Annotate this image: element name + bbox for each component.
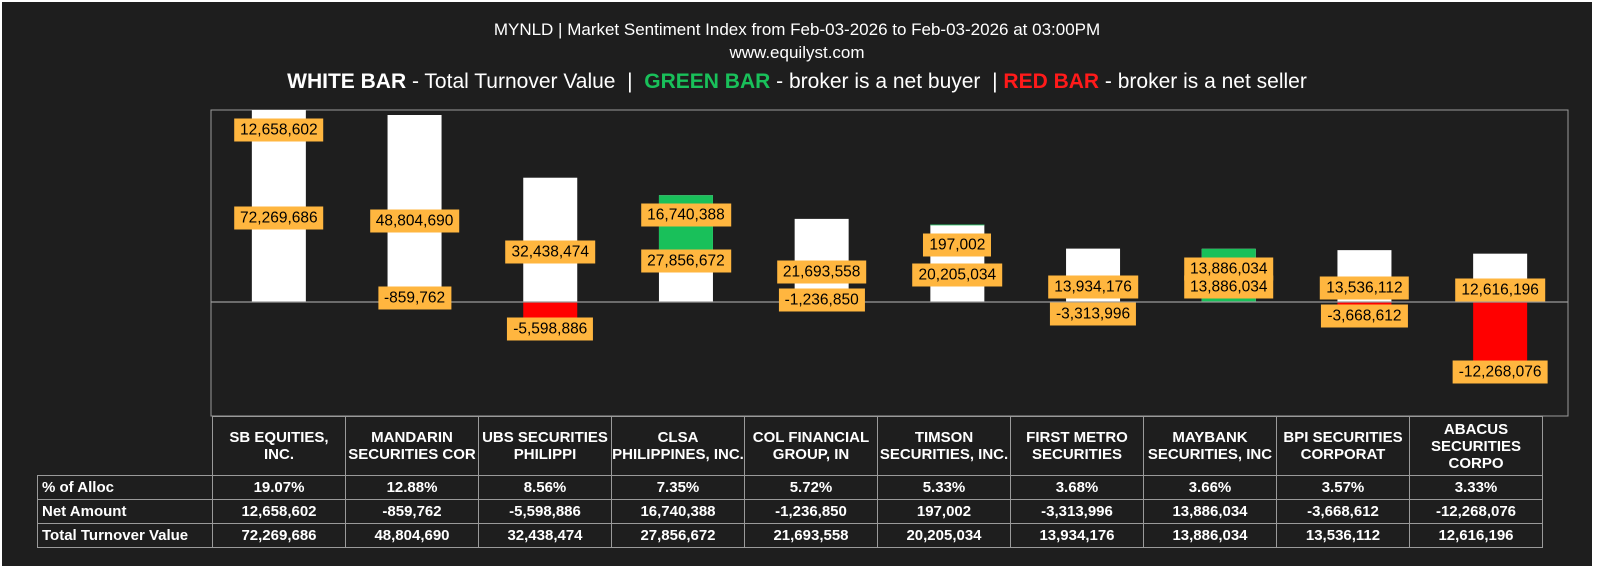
table-cell: 48,804,690 (345, 523, 479, 548)
turnover-value-label: 12,616,196 (1455, 278, 1545, 302)
table-cell: 16,740,388 (611, 499, 745, 524)
net-amount-label: 12,658,602 (234, 118, 324, 142)
turnover-value-label: 13,934,176 (1048, 275, 1138, 299)
table-cell: 5.72% (744, 475, 878, 500)
net-amount-label: -859,762 (377, 286, 452, 310)
turnover-bar (523, 177, 578, 302)
table-cell: -859,762 (345, 499, 479, 524)
net-amount-label: -12,268,076 (1452, 360, 1548, 384)
table-cell: -5,598,886 (478, 499, 612, 524)
legend-green-key: GREEN BAR (644, 70, 771, 93)
table-cell: -3,668,612 (1276, 499, 1410, 524)
broker-name-header: COL FINANCIAL GROUP, IN (744, 416, 878, 476)
table-cell: 13,886,034 (1143, 523, 1277, 548)
net-buyer-bar (252, 25, 306, 74)
broker-name-header: UBS SECURITIES PHILIPPI (478, 416, 612, 476)
broker-name-header: ABACUS SECURITIES CORPO (1409, 416, 1543, 476)
table-cell: 3.57% (1276, 475, 1410, 500)
legend-white-text: - Total Turnover Value (411, 70, 616, 93)
net-amount-label: -3,313,996 (1049, 302, 1137, 326)
net-amount-label: 197,002 (923, 233, 992, 257)
net-amount-label: 13,886,034 (1183, 257, 1274, 281)
row-label: Total Turnover Value (37, 523, 213, 548)
table-cell: 12,616,196 (1409, 523, 1543, 548)
table-corner (37, 416, 213, 476)
legend-separator-1: | (627, 70, 633, 93)
table-cell: 5.33% (877, 475, 1011, 500)
table-cell: 72,269,686 (212, 523, 346, 548)
net-buyer-bar (930, 224, 985, 226)
turnover-value-label: 21,693,558 (776, 260, 867, 284)
turnover-value-label: 48,804,690 (369, 209, 460, 232)
broker-name-header: MAYBANK SECURITIES, INC (1143, 416, 1277, 476)
turnover-value-label: 13,886,034 (1183, 275, 1274, 299)
table-cell: 3.33% (1409, 475, 1543, 500)
turnover-value-label: 27,856,672 (641, 249, 731, 273)
table-cell: 7.35% (611, 475, 745, 500)
chart-title: MYNLD | Market Sentiment Index from Feb-… (493, 20, 1101, 39)
table-cell: 32,438,474 (478, 523, 612, 548)
broker-name-header: BPI SECURITIES CORPORAT (1276, 416, 1410, 476)
net-amount-label: -3,668,612 (1321, 304, 1408, 328)
legend-white-key: WHITE BAR (287, 70, 407, 93)
turnover-value-label: 20,205,034 (912, 263, 1003, 287)
legend-red-text: - broker is a net seller (1104, 70, 1307, 93)
table-cell: -12,268,076 (1409, 499, 1543, 524)
broker-name-header: MANDARIN SECURITIES COR (345, 416, 479, 476)
table-cell: 8.56% (478, 475, 612, 500)
legend-red-key: RED BAR (1003, 70, 1100, 93)
turnover-value-label: 72,269,686 (234, 206, 324, 230)
turnover-value-label: 13,536,112 (1320, 276, 1409, 300)
table-cell: 21,693,558 (744, 523, 878, 548)
table-cell: 3.68% (1010, 475, 1144, 500)
broker-name-header: FIRST METRO SECURITIES (1010, 416, 1144, 476)
table-cell: 27,856,672 (611, 523, 745, 548)
turnover-bar (387, 115, 442, 302)
broker-name-header: CLSA PHILIPPINES, INC. (611, 416, 745, 476)
table-cell: -1,236,850 (744, 499, 878, 524)
table-row: Net Amount 12,658,602 -859,762 -5,598,886 16… (37, 499, 1543, 524)
table-cell: 13,536,112 (1276, 523, 1410, 548)
table-body: % of Alloc 19.07% 12.88% 8.56% 7.35% 5.72% 5.3… (37, 475, 1543, 548)
table-header-row: SB EQUITIES, INC. MANDARIN SECURITIES COR… (37, 416, 1543, 476)
legend-separator-2: | (992, 70, 998, 93)
turnover-bar (794, 218, 849, 302)
net-amount-label: 16,740,388 (641, 203, 731, 227)
table-cell: -3,313,996 (1010, 499, 1144, 524)
table-cell: 13,934,176 (1010, 523, 1144, 548)
legend: WHITE BAR - Total Turnover Value | GREEN… (2, 70, 1592, 94)
turnover-value-label: 32,438,474 (505, 240, 596, 264)
net-amount-label: -5,598,886 (507, 317, 594, 340)
table-cell: 13,886,034 (1143, 499, 1277, 524)
table-row: % of Alloc 19.07% 12.88% 8.56% 7.35% 5.72% 5.3… (37, 475, 1543, 500)
broker-table: SB EQUITIES, INC. MANDARIN SECURITIES COR… (37, 416, 1543, 548)
table-cell: 19.07% (212, 475, 346, 500)
row-label: Net Amount (37, 499, 213, 524)
table-cell: 12,658,602 (212, 499, 346, 524)
net-amount-label: -1,236,850 (778, 288, 865, 312)
turnover-bar (251, 110, 306, 302)
broker-name-header: SB EQUITIES, INC. (212, 416, 346, 476)
table-row: Total Turnover Value 72,269,686 48,804,690… (37, 523, 1543, 548)
table-cell: 197,002 (877, 499, 1011, 524)
chart-subtitle: www.equilyst.com (729, 43, 865, 62)
table-cell: 12.88% (345, 475, 479, 500)
legend-green-text: - broker is a net buyer (776, 70, 981, 93)
row-label: % of Alloc (37, 475, 213, 500)
broker-name-header: TIMSON SECURITIES, INC. (877, 416, 1011, 476)
table-cell: 3.66% (1143, 475, 1277, 500)
table-cell: 20,205,034 (877, 523, 1011, 548)
